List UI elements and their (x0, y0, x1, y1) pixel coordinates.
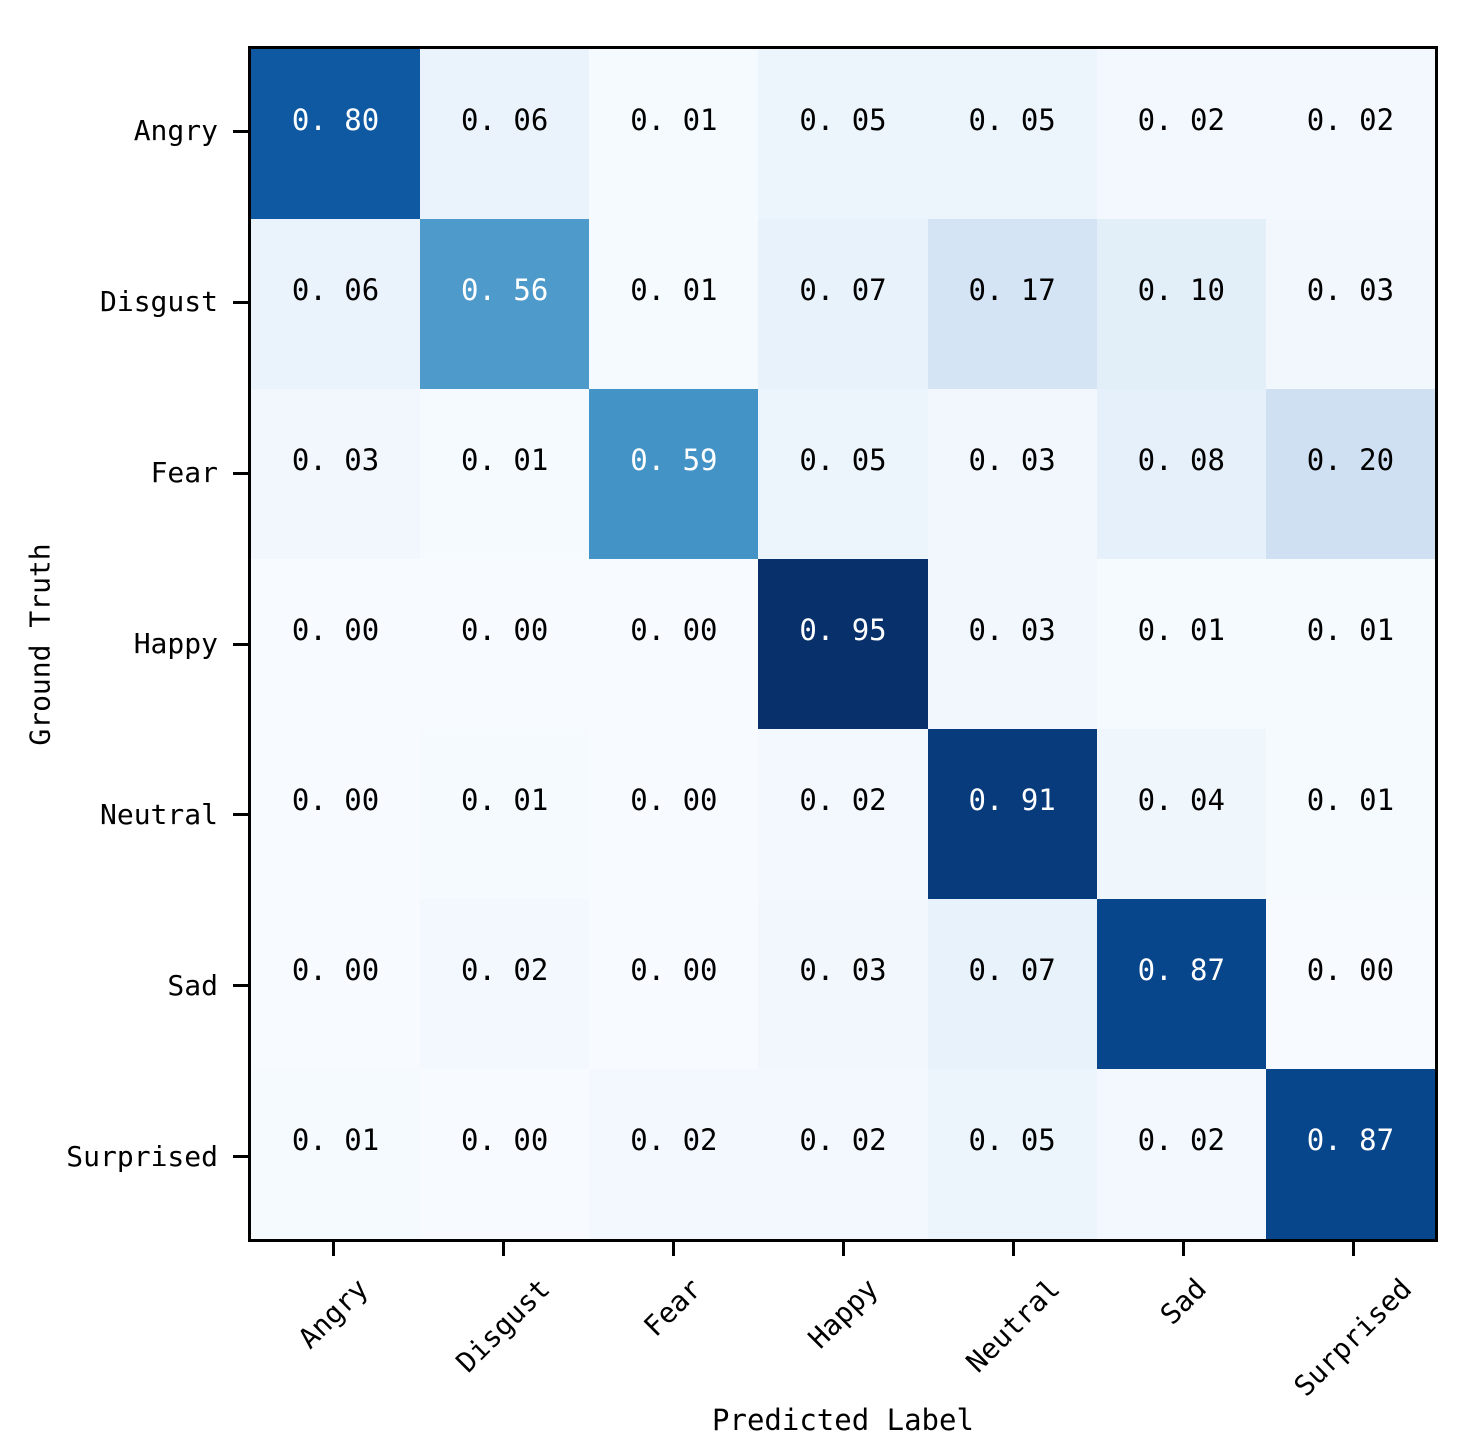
matrix-cell: 0. 00 (251, 899, 421, 1069)
x-axis-title: Predicted Label (712, 1403, 974, 1437)
x-tick-mark (501, 1242, 505, 1256)
matrix-cell: 0. 02 (1096, 49, 1266, 219)
matrix-cell: 0. 00 (420, 1069, 590, 1239)
x-tick-mark (671, 1242, 675, 1256)
matrix-cell: 0. 01 (589, 219, 759, 389)
matrix-cell: 0. 01 (589, 49, 759, 219)
x-tick-label: Fear (637, 1271, 709, 1344)
x-tick-label: Happy (801, 1271, 885, 1355)
matrix-cell: 0. 10 (1096, 219, 1266, 389)
x-tick-mark (1181, 1242, 1185, 1256)
matrix-cell: 0. 04 (1096, 729, 1266, 899)
matrix-cell: 0. 01 (1096, 559, 1266, 729)
matrix-cell: 0. 03 (251, 389, 421, 559)
y-tick-label: Angry (133, 114, 218, 148)
matrix-cell: 0. 02 (1265, 49, 1435, 219)
matrix-cell: 0. 00 (589, 729, 759, 899)
matrix-cell: 0. 00 (420, 559, 590, 729)
matrix-cell: 0. 07 (927, 899, 1097, 1069)
matrix-cell: 0. 05 (927, 49, 1097, 219)
matrix-cell: 0. 87 (1265, 1069, 1435, 1239)
matrix-cell: 0. 56 (420, 219, 590, 389)
y-tick-mark (233, 300, 248, 304)
y-tick-mark (233, 813, 248, 817)
matrix-cell: 0. 00 (589, 899, 759, 1069)
matrix-cell: 0. 01 (1265, 559, 1435, 729)
matrix-cell: 0. 01 (420, 729, 590, 899)
matrix-cell: 0. 00 (251, 729, 421, 899)
x-tick-label: Angry (291, 1271, 375, 1355)
matrix-cell: 0. 95 (758, 559, 928, 729)
y-tick-mark (233, 129, 248, 133)
x-tick-mark (1011, 1242, 1015, 1256)
matrix-cell: 0. 00 (251, 559, 421, 729)
y-tick-label: Neutral (99, 797, 218, 831)
matrix-cell: 0. 05 (927, 1069, 1097, 1239)
matrix-cell: 0. 02 (1096, 1069, 1266, 1239)
y-axis-title: Ground Truth (23, 542, 57, 746)
matrix-cell: 0. 01 (251, 1069, 421, 1239)
matrix-cell: 0. 01 (1265, 729, 1435, 899)
y-tick-mark (233, 1155, 248, 1159)
y-tick-mark (233, 642, 248, 646)
matrix-cell: 0. 91 (927, 729, 1097, 899)
x-tick-label: Disgust (449, 1271, 557, 1379)
matrix-cell: 0. 80 (251, 49, 421, 219)
x-tick-label: Surprised (1287, 1271, 1419, 1403)
matrix-cell: 0. 06 (420, 49, 590, 219)
heatmap-plot-area: 0. 80 0. 06 0. 01 0. 05 0. 05 0. 02 0. 02 0. 06… (248, 46, 1438, 1242)
x-tick-label: Neutral (959, 1271, 1067, 1379)
y-tick-label: Fear (150, 455, 218, 489)
matrix-cell: 0. 87 (1096, 899, 1266, 1069)
matrix-cell: 0. 03 (927, 389, 1097, 559)
x-tick-mark (1351, 1242, 1355, 1256)
matrix-cell: 0. 02 (758, 1069, 928, 1239)
matrix-cell: 0. 00 (589, 559, 759, 729)
matrix-cell: 0. 02 (758, 729, 928, 899)
matrix-cell: 0. 08 (1096, 389, 1266, 559)
x-tick-mark (841, 1242, 845, 1256)
y-tick-label: Happy (133, 626, 218, 660)
y-tick-label: Disgust (99, 285, 218, 319)
matrix-cell: 0. 07 (758, 219, 928, 389)
matrix-cell: 0. 02 (420, 899, 590, 1069)
y-tick-mark (233, 471, 248, 475)
matrix-cell: 0. 03 (1265, 219, 1435, 389)
matrix-cell: 0. 17 (927, 219, 1097, 389)
matrix-cell: 0. 05 (758, 389, 928, 559)
matrix-cell: 0. 02 (589, 1069, 759, 1239)
y-tick-label: Sad (167, 968, 218, 1002)
matrix-cell: 0. 01 (420, 389, 590, 559)
heatmap-grid: 0. 80 0. 06 0. 01 0. 05 0. 05 0. 02 0. 02 0. 06… (251, 49, 1435, 1239)
matrix-cell: 0. 00 (1265, 899, 1435, 1069)
matrix-cell: 0. 59 (589, 389, 759, 559)
matrix-cell: 0. 05 (758, 49, 928, 219)
x-tick-mark (331, 1242, 335, 1256)
matrix-cell: 0. 06 (251, 219, 421, 389)
matrix-cell: 0. 20 (1265, 389, 1435, 559)
x-tick-label: Sad (1153, 1271, 1213, 1332)
matrix-cell: 0. 03 (927, 559, 1097, 729)
matrix-cell: 0. 03 (758, 899, 928, 1069)
y-tick-mark (233, 984, 248, 988)
y-tick-label: Surprised (66, 1139, 218, 1173)
